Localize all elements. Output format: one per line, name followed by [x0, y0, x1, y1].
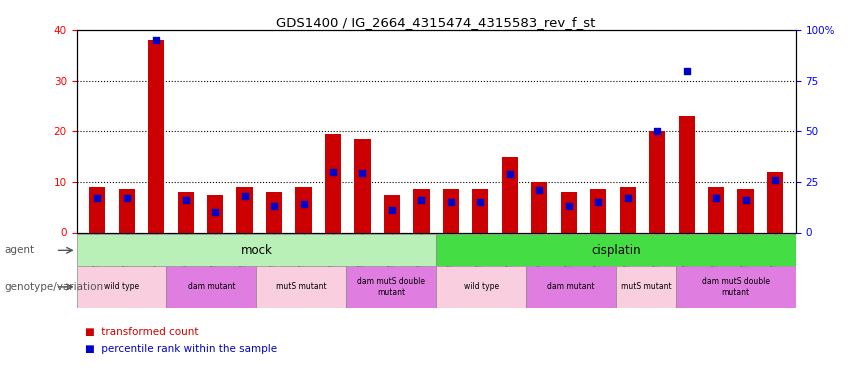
Text: agent: agent	[4, 245, 34, 255]
Text: ■  transformed count: ■ transformed count	[85, 327, 198, 337]
Bar	[531, 182, 547, 232]
Point	[90, 195, 104, 201]
Point	[179, 197, 192, 203]
Bar	[325, 134, 341, 232]
Bar	[436, 234, 796, 266]
Bar	[89, 187, 106, 232]
Point	[386, 207, 399, 213]
Bar	[678, 116, 694, 232]
Bar	[237, 187, 253, 232]
Bar	[708, 187, 724, 232]
Point	[326, 169, 340, 175]
Bar	[472, 189, 488, 232]
Point	[208, 209, 222, 215]
Point	[768, 177, 782, 183]
Bar	[590, 189, 606, 232]
Text: cisplatin: cisplatin	[591, 244, 641, 257]
Bar	[77, 266, 167, 308]
Bar	[178, 192, 194, 232]
Bar	[354, 139, 370, 232]
Text: mutS mutant: mutS mutant	[620, 282, 671, 291]
Point	[650, 128, 664, 134]
Bar	[436, 266, 526, 308]
Point	[680, 68, 694, 74]
Point	[473, 199, 487, 205]
Point	[267, 203, 281, 209]
Bar	[256, 266, 346, 308]
Point	[150, 37, 163, 43]
Point	[444, 199, 458, 205]
Bar	[649, 131, 665, 232]
Point	[709, 195, 722, 201]
Bar	[384, 195, 400, 232]
Point	[621, 195, 635, 201]
Bar	[620, 187, 636, 232]
Text: dam mutS double
mutant: dam mutS double mutant	[702, 277, 770, 297]
Bar	[346, 266, 436, 308]
Bar	[767, 172, 783, 232]
Bar	[266, 192, 283, 232]
Text: dam mutant: dam mutant	[547, 282, 595, 291]
Point	[120, 195, 134, 201]
Bar	[414, 189, 430, 232]
Bar	[676, 266, 796, 308]
Point	[503, 171, 517, 177]
Title: GDS1400 / IG_2664_4315474_4315583_rev_f_st: GDS1400 / IG_2664_4315474_4315583_rev_f_…	[277, 16, 596, 29]
Point	[591, 199, 605, 205]
Text: wild type: wild type	[464, 282, 499, 291]
Bar	[295, 187, 311, 232]
Text: dam mutant: dam mutant	[188, 282, 235, 291]
Bar	[207, 195, 223, 232]
Bar	[167, 266, 256, 308]
Bar	[561, 192, 577, 232]
Bar	[118, 189, 134, 232]
Text: mutS mutant: mutS mutant	[276, 282, 327, 291]
Bar	[148, 40, 164, 232]
Bar	[77, 234, 436, 266]
Text: mock: mock	[241, 244, 272, 257]
Point	[297, 201, 311, 207]
Bar	[738, 189, 754, 232]
Point	[562, 203, 575, 209]
Point	[533, 187, 546, 193]
Bar	[502, 157, 518, 232]
Text: wild type: wild type	[104, 282, 139, 291]
Point	[356, 170, 369, 176]
Text: ■  percentile rank within the sample: ■ percentile rank within the sample	[85, 344, 277, 354]
Text: genotype/variation: genotype/variation	[4, 282, 103, 292]
Point	[414, 197, 428, 203]
Text: dam mutS double
mutant: dam mutS double mutant	[357, 277, 426, 297]
Point	[237, 193, 251, 199]
Point	[739, 197, 752, 203]
Bar	[526, 266, 616, 308]
Bar	[616, 266, 676, 308]
Bar	[443, 189, 459, 232]
